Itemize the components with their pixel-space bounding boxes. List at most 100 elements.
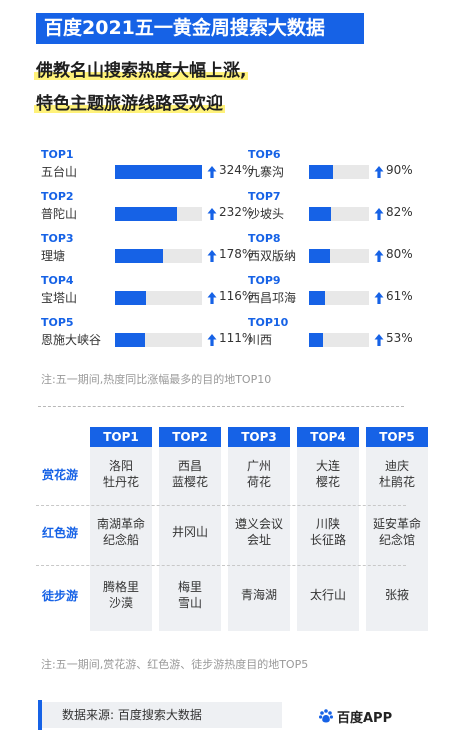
destination-name: 九寨沟 [248,165,285,179]
growth-value: 80% [386,247,413,261]
table-cell: 西昌 蓝樱花 [159,458,221,490]
table-cell: 洛阳 牡丹花 [90,458,152,490]
destination-name: 恩施大峡谷 [41,333,102,347]
column-body: 西昌 蓝樱花井冈山梅里雪山 [159,447,221,631]
bar-track [309,333,369,347]
cell-line: 荷花 [246,475,271,489]
up-arrow-icon [207,334,217,346]
bar [309,207,331,221]
table-cell: 大连 樱花 [297,458,359,490]
baidu-paw-icon [319,709,333,723]
table-cell: 青海湖 [228,587,290,603]
cell-line: 洛阳 [108,459,133,473]
bar [309,333,323,347]
cell-line: 广州 [246,459,271,473]
subtitle-line-1: 佛教名山搜索热度大幅上涨, [34,56,249,81]
cell-line: 迪庆 [384,459,409,473]
growth-value: 324% [219,163,254,177]
cell-line: 纪念船 [102,533,139,547]
destination-name: 沙坡头 [248,207,285,221]
cell-line: 延安革命 [372,517,421,531]
rank-item: TOP6 九寨沟 90% [248,148,448,188]
subtitle-line-2-text: 特色主题旅游线路受欢迎 [36,94,223,114]
cell-line: 大连 [315,459,340,473]
table-cell: 张掖 [366,587,428,603]
table-note: 注:五一期间,赏花游、红色游、徒步游热度目的地TOP5 [41,658,309,671]
table-cell: 川陕 长征路 [297,516,359,548]
rank-item: TOP4 宝塔山 116% [41,274,253,314]
up-arrow-icon [374,334,384,346]
bar [115,165,202,179]
rank-label: TOP9 [248,274,281,287]
up-arrow-icon [374,250,384,262]
rank-item: TOP7 沙坡头 82% [248,190,448,230]
column-header: TOP5 [366,427,428,447]
page-title: 百度2021五一黄金周搜索大数据 [36,13,364,44]
bar-track [309,165,369,179]
cell-line: 井冈山 [171,525,208,539]
destination-name: 理塘 [41,249,66,263]
growth-value: 111% [219,331,254,345]
cell-line: 雪山 [177,596,202,610]
table-cell: 腾格里 沙漠 [90,579,152,611]
growth-value: 232% [219,205,254,219]
rank-label: TOP3 [41,232,74,245]
column-header: TOP2 [159,427,221,447]
cell-line: 川陕 [315,517,340,531]
cell-line: 梅里 [177,580,202,594]
up-arrow-icon [374,208,384,220]
rank-item: TOP3 理塘 178% [41,232,253,272]
bar-track [309,249,369,263]
growth-value: 82% [386,205,413,219]
bar [115,207,177,221]
cell-line: 蓝樱花 [171,475,208,489]
cell-line: 青海湖 [240,588,277,602]
cell-line: 杜鹃花 [378,475,415,489]
up-arrow-icon [207,250,217,262]
rank-item: TOP2 普陀山 232% [41,190,253,230]
bar-track [115,207,202,221]
table-cell: 梅里 雪山 [159,579,221,611]
rank-item: TOP10 川西 53% [248,316,448,356]
cell-line: 会址 [246,533,271,547]
bar [309,291,325,305]
subtitle-line-1-text: 佛教名山搜索热度大幅上涨, [36,61,247,81]
rank-label: TOP1 [41,148,74,161]
destination-name: 宝塔山 [41,291,78,305]
up-arrow-icon [207,208,217,220]
table-cell: 太行山 [297,587,359,603]
column-body: 大连樱花川陕 长征路太行山 [297,447,359,631]
ranking-note: 注:五一期间,热度同比涨幅最多的目的地TOP10 [41,373,272,386]
bar [115,333,145,347]
column-body: 广州荷花遵义会议会址青海湖 [228,447,290,631]
bar-track [115,333,202,347]
cell-line: 张掖 [384,588,409,602]
up-arrow-icon [207,166,217,178]
bar-track [309,207,369,221]
cell-line: 南湖革命 [96,517,145,531]
growth-value: 116% [219,289,254,303]
up-arrow-icon [374,292,384,304]
growth-value: 90% [386,163,413,177]
cell-line: 遵义会议 [234,517,283,531]
rank-label: TOP6 [248,148,281,161]
brand-name: 百度APP [337,710,393,726]
cell-line: 樱花 [315,475,340,489]
rank-label: TOP5 [41,316,74,329]
cell-line: 腾格里 [102,580,139,594]
bar [115,291,146,305]
destination-name: 西双版纳 [248,249,297,263]
bar [115,249,163,263]
growth-value: 178% [219,247,254,261]
column-body: 迪庆 杜鹃花 延安革命 纪念馆 张掖 [366,447,428,631]
section-divider [38,406,404,407]
growth-value: 53% [386,331,413,345]
rank-item: TOP1 五台山 324% [41,148,253,188]
destination-name: 五台山 [41,165,78,179]
table-cell: 迪庆 杜鹃花 [366,458,428,490]
bar-track [115,165,202,179]
destination-name: 普陀山 [41,207,78,221]
bar [309,165,333,179]
rank-item: TOP9 西昌邛海 61% [248,274,448,314]
cell-line: 牡丹花 [102,475,139,489]
